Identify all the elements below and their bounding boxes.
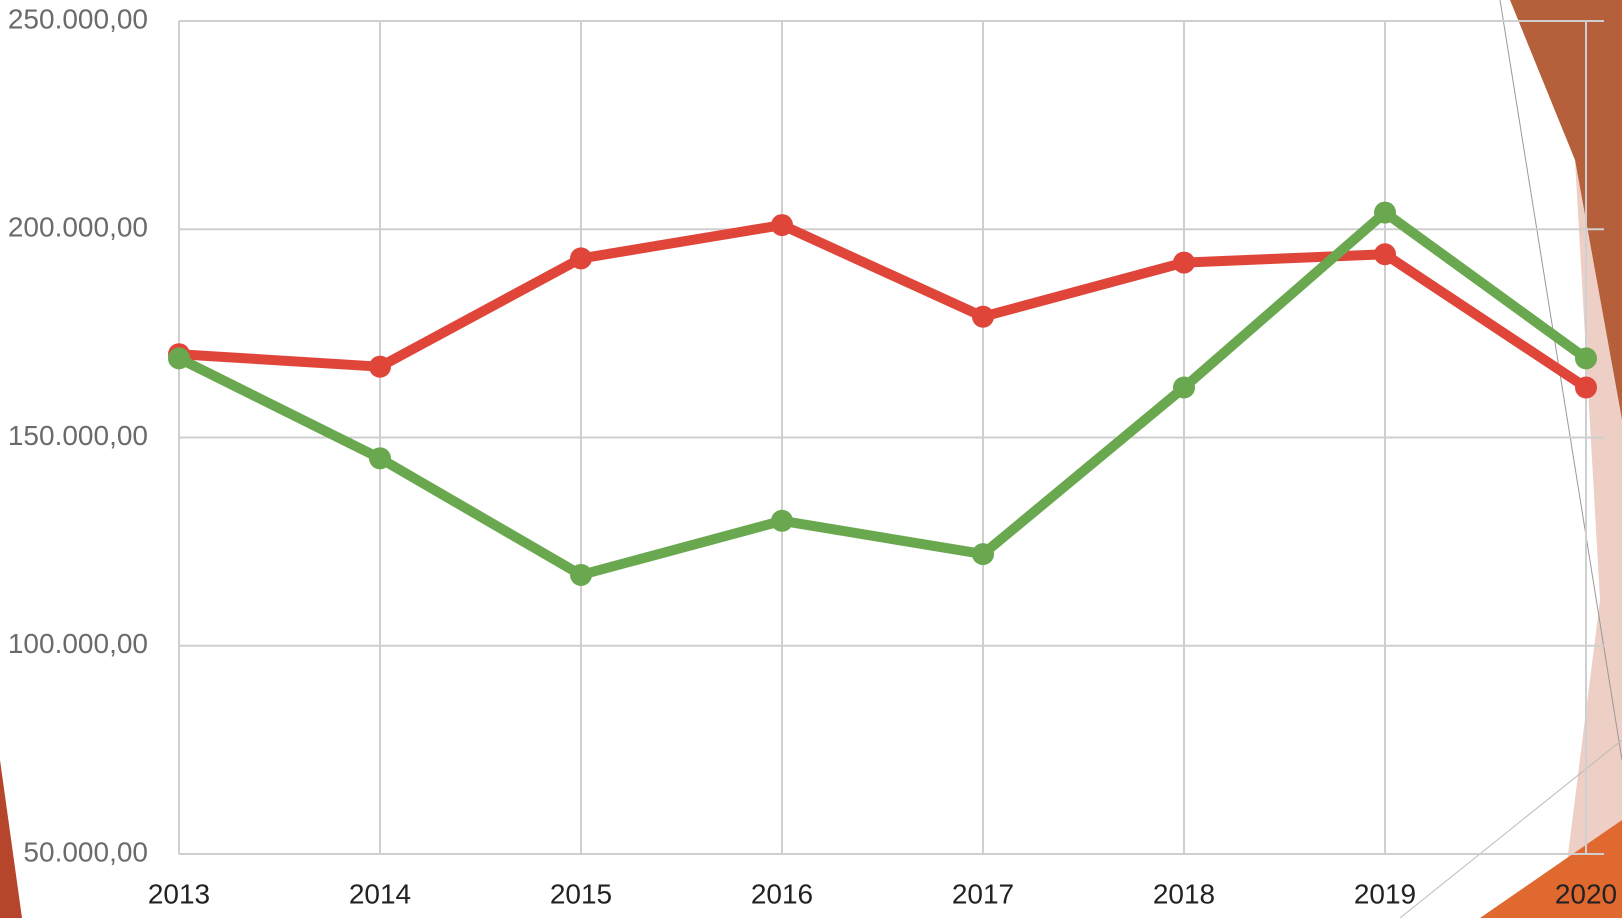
y-tick-label: 250.000,00: [8, 3, 148, 34]
data-point: [1173, 377, 1195, 399]
chart: 50.000,00 100.000,00 150.000,00 200.000,00 2…: [0, 0, 1622, 918]
x-tick-label: 2016: [751, 878, 813, 909]
data-point: [972, 306, 994, 328]
y-tick-label: 50.000,00: [23, 836, 148, 867]
data-point: [168, 347, 190, 369]
decoration: [0, 0, 1622, 918]
x-tick-label: 2014: [349, 878, 411, 909]
page: 50.000,00 100.000,00 150.000,00 200.000,00 2…: [0, 0, 1622, 918]
data-point: [972, 543, 994, 565]
x-tick-label: 2015: [550, 878, 612, 909]
x-tick-label: 2017: [952, 878, 1014, 909]
data-point: [1575, 377, 1597, 399]
slide-accent: [0, 760, 22, 918]
y-tick-label: 100.000,00: [8, 628, 148, 659]
data-point: [570, 247, 592, 269]
data-point: [369, 447, 391, 469]
data-point: [1173, 252, 1195, 274]
data-point: [1374, 202, 1396, 224]
y-tick-label: 200.000,00: [8, 212, 148, 243]
data-point: [1575, 347, 1597, 369]
x-tick-label: 2013: [148, 878, 210, 909]
x-tick-label: 2018: [1153, 878, 1215, 909]
y-tick-label: 150.000,00: [8, 420, 148, 451]
x-tick-label: 2019: [1354, 878, 1416, 909]
data-point: [771, 510, 793, 532]
data-point: [771, 214, 793, 236]
x-tick-label: 2020: [1555, 878, 1617, 909]
data-point: [570, 564, 592, 586]
data-point: [369, 356, 391, 378]
data-point: [1374, 243, 1396, 265]
